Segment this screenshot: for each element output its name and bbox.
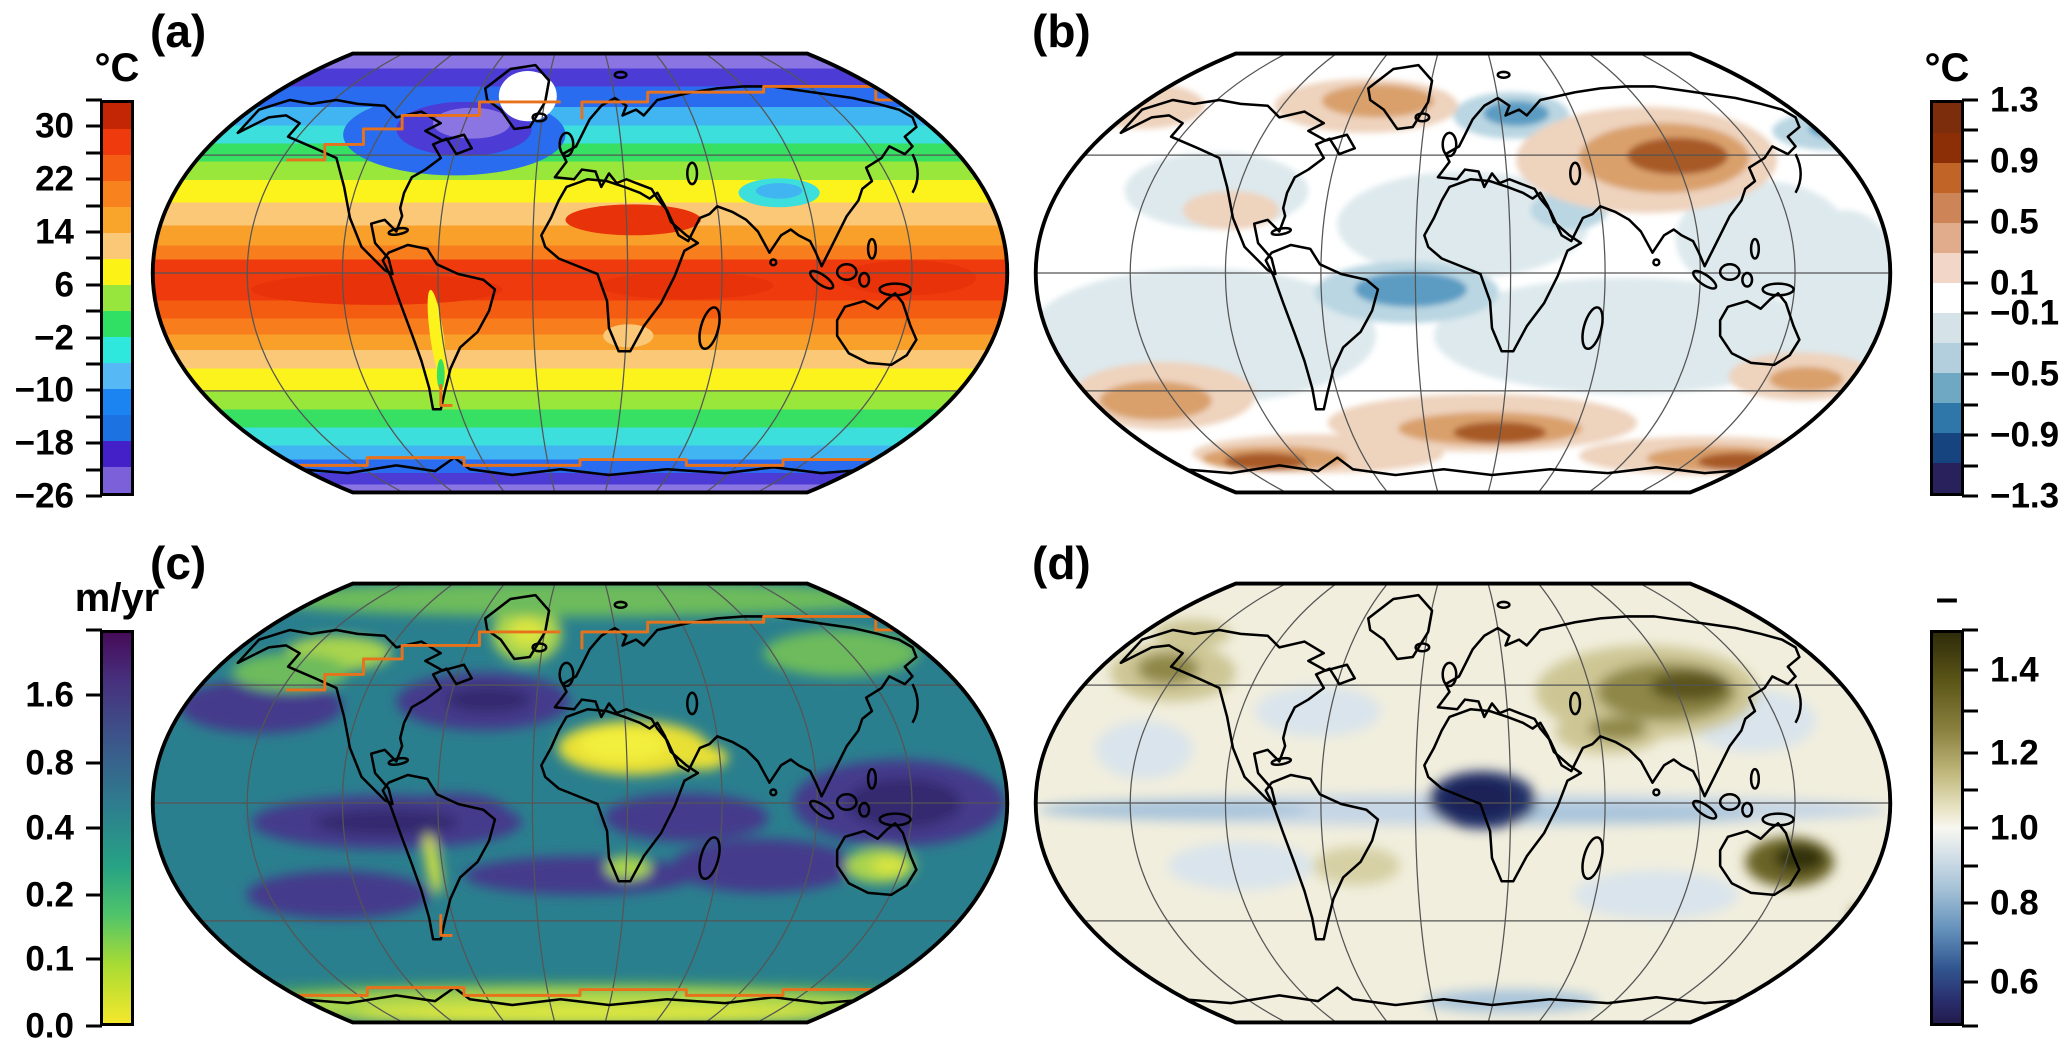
colorbar-b-unit: °C — [1924, 46, 1970, 90]
colorbar-tick-label: 0.4 — [25, 808, 74, 848]
colorbar-tick-label: 1.3 — [1990, 80, 2039, 120]
colorbar-precipitation: m/yr 1.6 0.8 0.4 0.2 0.1 0.0 — [25, 578, 159, 1044]
panel-c-label: (c) — [150, 537, 207, 589]
colorbar-tick-label: 30 — [35, 106, 74, 146]
colorbar-temperature: °C 30 22 14 6 −2 −10 −18 −26 — [15, 48, 140, 514]
colorbar-a-ticks: 30 22 14 6 −2 −10 −18 −26 — [15, 98, 134, 514]
map-precipitation — [150, 581, 1010, 1025]
colorbar-tick-label: 0.1 — [1990, 263, 2039, 303]
colorbar-tick-label: 0.0 — [25, 1006, 74, 1046]
colorbar-b-bar — [1930, 100, 1964, 496]
colorbar-temperature-anomaly: °C 1.3 0.9 0.5 0.1 −0.1 −0.5 −0.9 −1.3 — [1925, 48, 2060, 514]
colorbar-d-unit: – — [1935, 576, 1959, 620]
colorbar-tick-label: −1.3 — [1990, 476, 2060, 516]
colorbar-tick-label: 0.8 — [1990, 883, 2039, 923]
colorbar-tick-label: 0.8 — [25, 743, 74, 783]
colorbar-tick-label: 1.4 — [1990, 650, 2039, 690]
map-b-field — [1035, 53, 1891, 493]
colorbar-tick-label: 1.0 — [1990, 808, 2039, 848]
colorbar-a-unit: °C — [94, 46, 140, 90]
map-a-field — [152, 53, 1008, 493]
colorbar-ratio: – 1.4 1.2 1.0 0.8 0.6 — [1930, 578, 2039, 1028]
colorbar-tick-label: 1.6 — [25, 675, 74, 715]
colorbar-tick-label: −26 — [14, 476, 74, 516]
panel-a-label: (a) — [150, 5, 207, 57]
colorbar-a-bar — [100, 100, 134, 496]
colorbar-c-ticks: 1.6 0.8 0.4 0.2 0.1 0.0 — [25, 628, 134, 1044]
colorbar-c-unit: m/yr — [74, 576, 160, 620]
colorbar-tick-label: −2 — [34, 318, 74, 358]
colorbar-tick-label: 22 — [35, 159, 74, 199]
map-ratio — [1033, 581, 1893, 1025]
colorbar-b-ticks: 1.3 0.9 0.5 0.1 −0.1 −0.5 −0.9 −1.3 — [1930, 83, 2059, 514]
colorbar-tick-label: −18 — [14, 423, 74, 463]
colorbar-tick-label: 0.5 — [1990, 202, 2039, 242]
colorbar-tick-label: 0.6 — [1990, 962, 2039, 1002]
colorbar-tick-label: −0.9 — [1990, 415, 2060, 455]
colorbar-tick-label: 1.2 — [1990, 733, 2039, 773]
colorbar-tick-label: −10 — [14, 370, 74, 410]
colorbar-tick-label: 0.2 — [25, 875, 74, 915]
map-temperature — [150, 51, 1010, 495]
colorbar-tick-label: 0.1 — [25, 939, 74, 979]
colorbar-tick-label: 14 — [35, 212, 74, 252]
colorbar-tick-label: 6 — [54, 265, 74, 305]
map-temperature-anomaly — [1033, 51, 1893, 495]
colorbar-tick-label: 0.9 — [1990, 141, 2039, 181]
map-d-field — [1035, 583, 1891, 1023]
colorbar-c-bar — [100, 630, 134, 1026]
map-c-field — [152, 583, 1008, 1023]
panel-b-label: (b) — [1032, 5, 1091, 57]
colorbar-tick-label: −0.5 — [1990, 354, 2060, 394]
colorbar-tick-label: −0.1 — [1990, 293, 2060, 333]
panel-d-label: (d) — [1032, 537, 1091, 589]
colorbar-d-ticks: 1.4 1.2 1.0 0.8 0.6 — [1930, 628, 2039, 1028]
